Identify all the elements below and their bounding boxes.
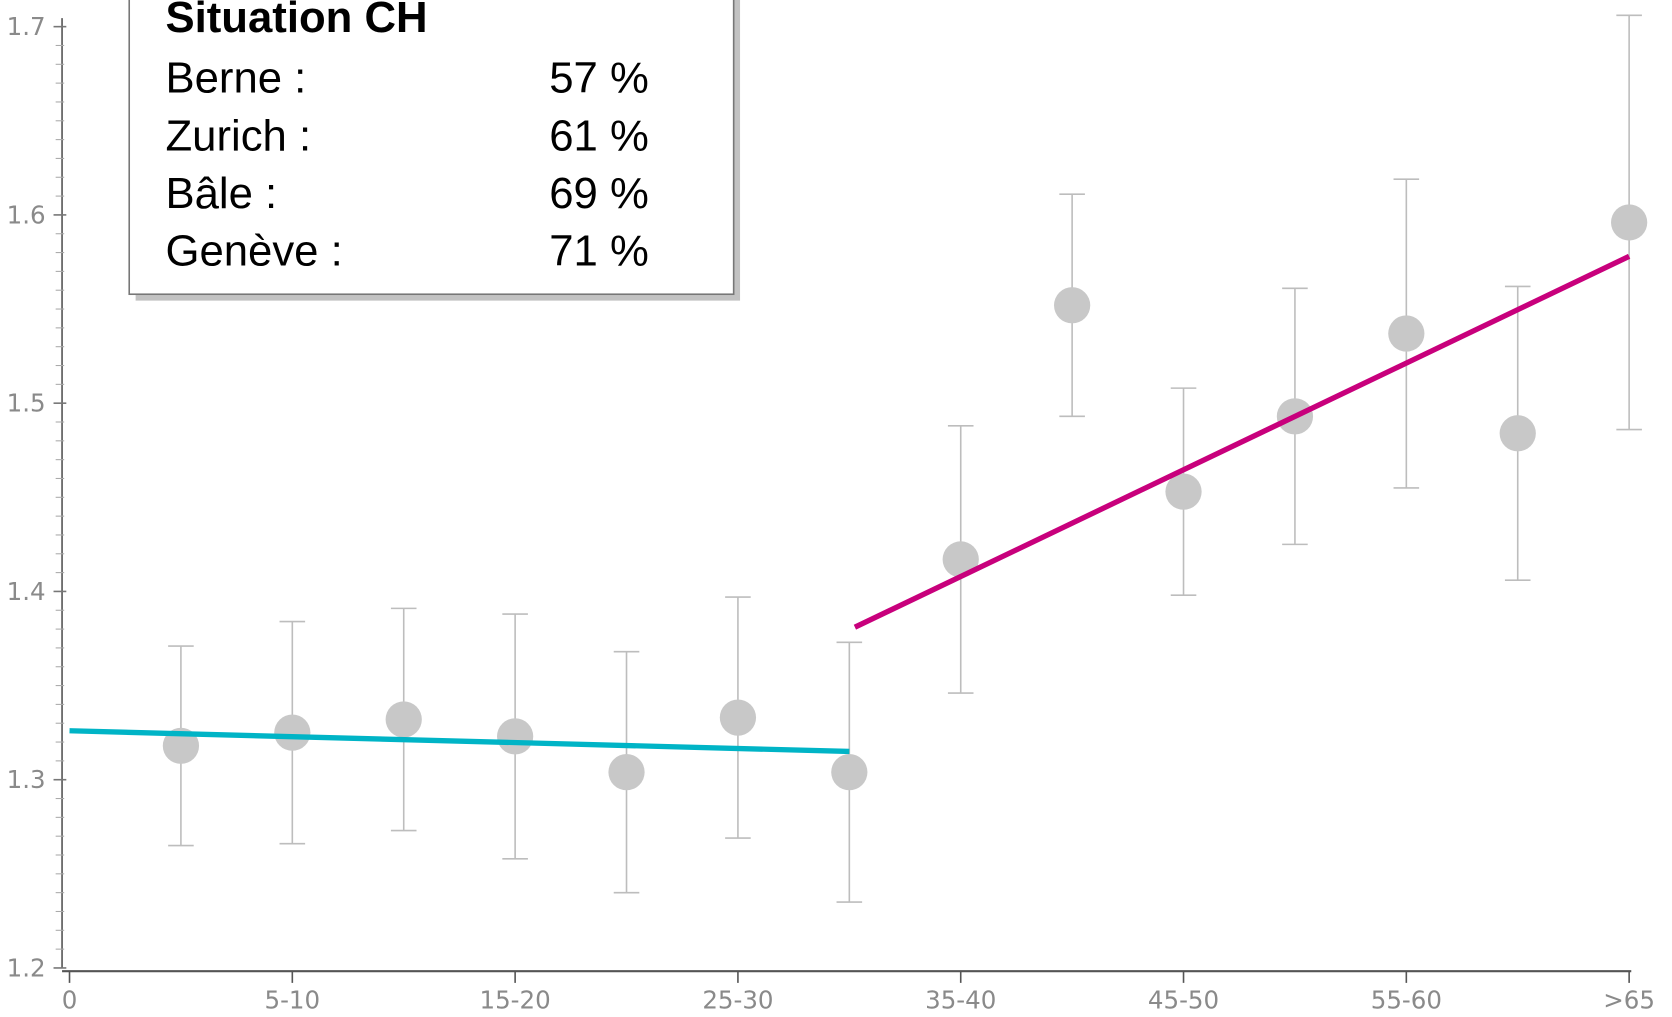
y-tick-label: 1.2: [7, 953, 46, 982]
inset-value: 57 %: [549, 54, 649, 103]
inset-value: 61 %: [549, 111, 649, 160]
inset-box: Situation CH Berne : 57 % Zurich : 61 % Bâle…: [128, 0, 741, 301]
data-point: [1165, 473, 1202, 510]
data-point: [1388, 315, 1425, 352]
data-point: [942, 541, 979, 578]
y-tick-label: 1.7: [7, 12, 46, 41]
inset-label: Berne :: [165, 54, 306, 103]
trend-line: [69, 728, 850, 755]
x-tick-label: 25-30: [702, 985, 773, 1014]
data-point: [385, 701, 422, 738]
inset-panel: [128, 0, 735, 296]
y-tick-label: 1.4: [7, 577, 46, 606]
y-tick-label: 1.5: [7, 389, 46, 418]
data-point: [497, 718, 534, 755]
inset-title: Situation CH: [165, 0, 427, 42]
inset-label: Genève :: [165, 226, 342, 275]
x-tick-label: 45-50: [1148, 985, 1219, 1014]
x-tick-label: >65: [1603, 985, 1655, 1014]
data-point: [1499, 415, 1536, 452]
data-point: [162, 727, 200, 764]
data-point: [608, 754, 645, 791]
x-tick-label: 0: [62, 985, 78, 1014]
x-tick-label: 5-10: [265, 985, 321, 1014]
x-tick-label: 15-20: [480, 985, 551, 1014]
inset-value: 69 %: [549, 169, 649, 218]
y-tick-label: 1.6: [7, 200, 46, 229]
data-point: [1611, 204, 1648, 241]
plot-area: 1.2 1.3 1.4 1.5 1.6 1.7 0 5-10 15-20 25-30 35-40 45…: [7, 12, 1655, 1014]
y-tick-label: 1.3: [7, 765, 46, 794]
data-point: [1054, 287, 1091, 324]
data-point: [274, 714, 311, 751]
inset-value: 71 %: [549, 226, 649, 275]
x-tick-label: 35-40: [925, 985, 996, 1014]
x-tick-label: 55-60: [1371, 985, 1442, 1014]
trend-line: [853, 253, 1631, 630]
data-point: [719, 699, 757, 736]
data-point: [831, 754, 868, 791]
inset-label: Bâle :: [165, 169, 277, 218]
inset-label: Zurich :: [165, 111, 311, 160]
